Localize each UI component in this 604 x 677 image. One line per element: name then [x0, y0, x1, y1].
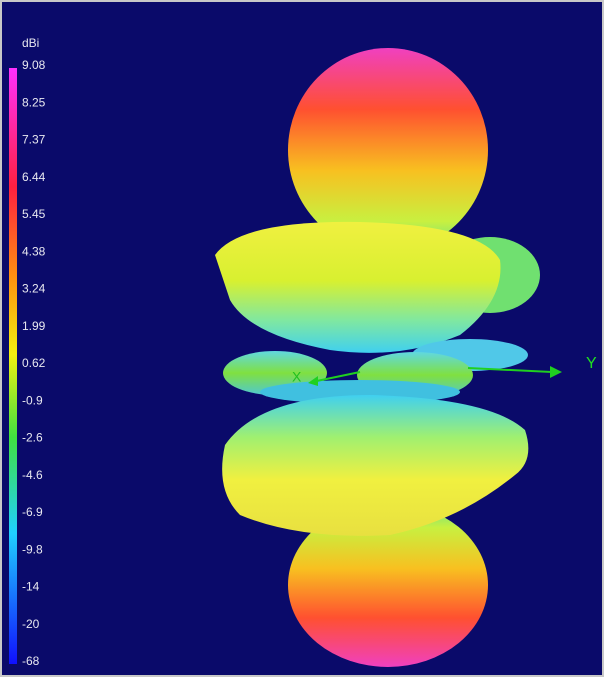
color-bar-label: -4.6 [22, 468, 43, 482]
bottom-lobe [288, 503, 488, 667]
y-axis-label: Y [586, 355, 597, 372]
color-bar-label: 9.08 [22, 58, 46, 72]
color-bar-label: 1.99 [22, 319, 46, 333]
x-arrow [308, 376, 318, 386]
color-bar-label: -14 [22, 580, 40, 594]
color-bar-labels: 9.08 8.25 7.37 6.44 5.45 4.38 3.24 1.99 0.62 -0.9… [22, 58, 46, 668]
color-bar-label: 4.38 [22, 244, 46, 258]
color-bar-label: 8.25 [22, 95, 46, 109]
color-bar-label: -6.9 [22, 505, 43, 519]
x-axis-line [311, 371, 361, 383]
y-axis-line [467, 367, 553, 373]
unit-label: dBi [22, 36, 39, 50]
color-bar-label: -2.6 [22, 431, 43, 445]
radiation-pattern: X Y [215, 48, 597, 667]
color-bar-label: -68 [22, 654, 40, 668]
color-bar-label: -20 [22, 617, 40, 631]
y-arrow [550, 366, 562, 378]
color-bar [9, 68, 17, 664]
color-bar-label: 3.24 [22, 282, 46, 296]
color-bar-label: -0.9 [22, 393, 43, 407]
top-lobe [288, 48, 488, 252]
color-bar-label: 0.62 [22, 356, 46, 370]
x-axis-label: X [292, 369, 302, 385]
color-bar-label: -9.8 [22, 542, 43, 556]
lower-disk [222, 395, 529, 536]
color-bar-label: 5.45 [22, 207, 46, 221]
color-bar-label: 7.37 [22, 133, 46, 147]
color-bar-label: 6.44 [22, 170, 46, 184]
upper-disk [215, 221, 501, 353]
